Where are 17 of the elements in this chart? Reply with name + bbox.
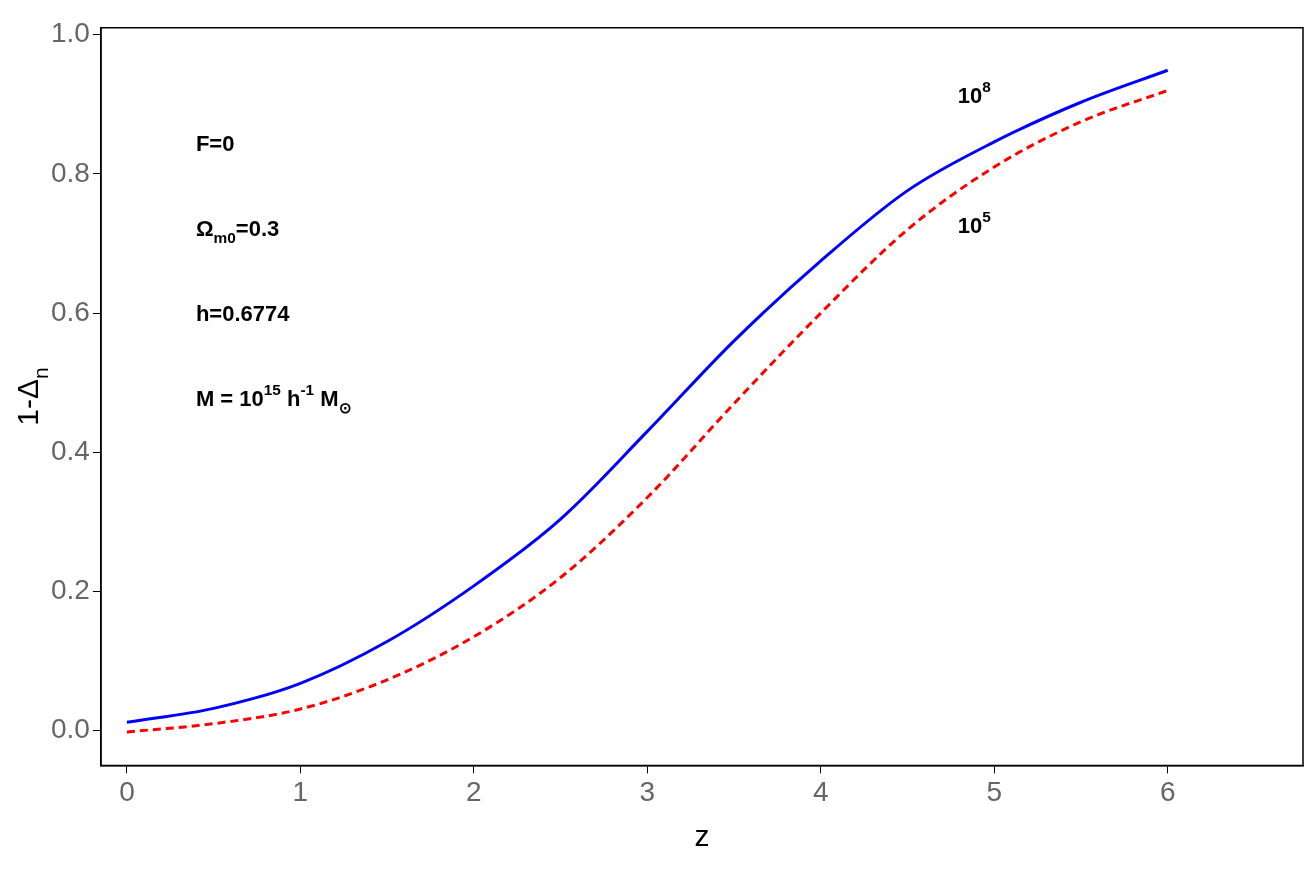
y-axis-title: 1-Δn [11,367,52,426]
x-tick-label: 0 [119,775,135,807]
annotation: h=0.6774 [195,300,291,326]
x-tick-label: 4 [812,775,829,807]
y-tick-label: 0.4 [50,434,90,466]
y-tick-label: 0.2 [50,574,90,606]
x-tick-label: 2 [466,775,482,807]
x-axis-title: z [694,819,710,853]
y-tick-label: 0.0 [50,713,90,745]
x-tick-label: 5 [986,775,1003,807]
x-tick-label: 1 [292,775,309,807]
x-tick-label: 3 [639,775,656,807]
y-tick-label: 1.0 [50,17,90,49]
annotation: F=0 [195,130,235,156]
x-tick-label: 6 [1159,775,1176,807]
y-tick-label: 0.8 [50,156,90,188]
y-tick-label: 0.6 [50,295,90,327]
